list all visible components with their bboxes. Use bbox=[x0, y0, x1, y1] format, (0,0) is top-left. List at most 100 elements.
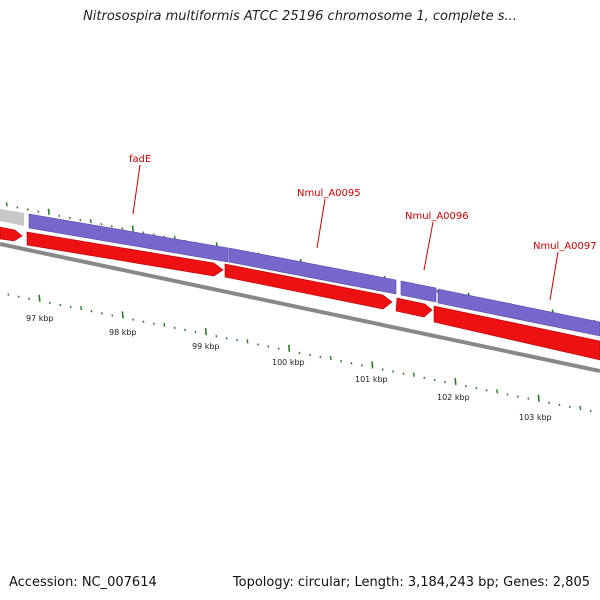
gene-label-Nmul_A0097[interactable]: Nmul_A0097 bbox=[533, 241, 597, 252]
inner-tick bbox=[579, 405, 582, 411]
leader-line-Nmul_A0095 bbox=[316, 198, 326, 249]
reverse-gene-arrow[interactable] bbox=[433, 305, 600, 361]
inner-tick bbox=[485, 389, 488, 392]
inner-tick bbox=[568, 405, 571, 409]
leader-line-fadE bbox=[132, 164, 141, 215]
reverse-gene-arrow[interactable] bbox=[395, 297, 433, 318]
inner-tick bbox=[152, 322, 155, 325]
inner-tick bbox=[506, 393, 509, 396]
outer-tick bbox=[37, 210, 40, 213]
kbp-label-100: 100 kbp bbox=[272, 358, 305, 367]
outer-tick bbox=[47, 208, 50, 215]
leader-line-Nmul_A0097 bbox=[549, 251, 559, 301]
map-title: Nitrosospira multiformis ATCC 25196 chro… bbox=[83, 9, 517, 24]
inner-tick bbox=[527, 397, 530, 400]
inner-tick bbox=[371, 361, 374, 369]
forward-gene-Nmul_A0097[interactable] bbox=[437, 288, 600, 337]
inner-tick bbox=[90, 310, 93, 313]
inner-tick bbox=[558, 403, 561, 407]
inner-tick bbox=[412, 372, 415, 377]
outer-tick bbox=[79, 218, 82, 222]
inner-tick bbox=[100, 312, 103, 315]
forward-gene-Nmul_A0096[interactable] bbox=[400, 280, 437, 303]
forward-gene-Nmul_A0095[interactable] bbox=[228, 247, 397, 295]
forward-gene-fadE[interactable] bbox=[28, 213, 229, 263]
inner-tick bbox=[80, 306, 83, 311]
inner-tick bbox=[132, 318, 135, 321]
inner-tick bbox=[464, 384, 467, 388]
gene-label-Nmul_A0095[interactable]: Nmul_A0095 bbox=[297, 188, 361, 199]
accession-text: Accession: NC_007614 bbox=[9, 575, 157, 590]
kbp-label-103: 103 kbp bbox=[519, 413, 552, 422]
inner-tick bbox=[392, 370, 395, 373]
inner-tick bbox=[267, 345, 270, 348]
inner-tick-marks bbox=[7, 293, 592, 413]
kbp-label-102: 102 kbp bbox=[437, 393, 470, 402]
kbp-scale-labels: 97 kbp 98 kbp 99 kbp 100 kbp 101 kbp 102… bbox=[26, 314, 552, 422]
inner-tick bbox=[402, 372, 405, 375]
inner-tick bbox=[59, 303, 62, 307]
outer-tick bbox=[68, 216, 71, 220]
inner-tick bbox=[548, 401, 551, 404]
inner-tick bbox=[516, 395, 519, 398]
outer-tick bbox=[110, 225, 113, 228]
inner-tick bbox=[173, 326, 176, 330]
inner-tick bbox=[360, 364, 363, 367]
reverse-gene-arrow[interactable] bbox=[26, 231, 224, 277]
inner-tick bbox=[69, 305, 72, 309]
outer-tick bbox=[58, 214, 61, 218]
outer-tick bbox=[100, 222, 103, 226]
inner-tick bbox=[433, 378, 436, 382]
inner-tick bbox=[444, 380, 447, 384]
topology-stats-text: Topology: circular; Length: 3,184,243 bp… bbox=[232, 575, 590, 590]
reverse-gene-arrow[interactable] bbox=[224, 263, 393, 310]
inner-tick bbox=[28, 297, 31, 300]
outer-tick bbox=[89, 218, 92, 224]
inner-tick bbox=[38, 294, 41, 302]
kbp-label-101: 101 kbp bbox=[355, 375, 388, 384]
inner-tick bbox=[298, 351, 301, 355]
inner-tick bbox=[350, 362, 353, 365]
gene-labels: fadE Nmul_A0095 Nmul_A0096 Nmul_A0097 bbox=[129, 154, 597, 301]
kbp-label-97: 97 kbp bbox=[26, 314, 54, 323]
inner-tick bbox=[496, 389, 499, 394]
inner-tick bbox=[277, 347, 280, 350]
inner-tick bbox=[423, 376, 426, 380]
inner-tick bbox=[288, 344, 291, 352]
inner-tick bbox=[329, 355, 332, 361]
inner-tick bbox=[319, 355, 322, 359]
inner-tick bbox=[17, 295, 20, 298]
unlabeled-feature bbox=[0, 209, 24, 226]
inner-tick bbox=[340, 359, 343, 363]
inner-tick bbox=[537, 394, 540, 402]
inner-tick bbox=[111, 314, 114, 317]
inner-tick bbox=[204, 328, 207, 336]
chromosome-backbone bbox=[0, 242, 600, 373]
inner-tick bbox=[184, 328, 187, 332]
inner-tick bbox=[121, 311, 124, 319]
kbp-label-98: 98 kbp bbox=[109, 328, 137, 337]
inner-tick bbox=[308, 353, 311, 357]
gene-label-fadE[interactable]: fadE bbox=[129, 154, 151, 165]
inner-tick bbox=[163, 322, 166, 327]
inner-tick bbox=[381, 368, 384, 371]
outer-tick bbox=[26, 208, 29, 211]
reverse-gene-arrow[interactable] bbox=[0, 226, 23, 242]
inner-tick bbox=[215, 334, 218, 338]
inner-tick bbox=[142, 320, 145, 323]
inner-tick bbox=[48, 301, 51, 305]
inner-tick bbox=[256, 343, 259, 346]
kbp-label-99: 99 kbp bbox=[192, 342, 220, 351]
inner-tick bbox=[194, 330, 197, 334]
inner-tick bbox=[236, 339, 239, 342]
inner-tick bbox=[246, 339, 249, 344]
inner-tick bbox=[7, 293, 10, 296]
leader-line-Nmul_A0096 bbox=[423, 221, 434, 271]
outer-tick bbox=[121, 227, 124, 230]
outer-tick bbox=[436, 290, 439, 293]
outer-tick bbox=[131, 225, 134, 232]
gene-label-Nmul_A0096[interactable]: Nmul_A0096 bbox=[405, 211, 469, 222]
outer-tick bbox=[16, 206, 19, 209]
